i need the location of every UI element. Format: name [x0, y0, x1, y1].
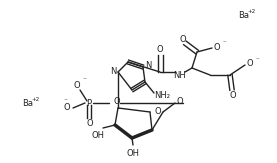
Text: +2: +2 — [247, 9, 255, 14]
Text: +2: +2 — [31, 97, 39, 102]
Text: Ba: Ba — [238, 10, 249, 20]
Text: P: P — [86, 98, 92, 108]
Text: O: O — [74, 81, 80, 89]
Text: Ba: Ba — [22, 98, 33, 108]
Text: ⁻: ⁻ — [63, 96, 67, 105]
Text: O: O — [157, 45, 163, 54]
Text: NH: NH — [173, 71, 185, 80]
Text: O: O — [230, 90, 236, 99]
Text: O: O — [64, 103, 70, 111]
Text: O: O — [247, 59, 253, 68]
Text: O: O — [214, 43, 220, 52]
Text: N: N — [110, 67, 116, 76]
Text: O: O — [180, 35, 186, 44]
Text: OH: OH — [91, 131, 104, 140]
Text: ⁻: ⁻ — [222, 40, 226, 46]
Text: O: O — [87, 119, 93, 127]
Text: NH₂: NH₂ — [154, 90, 170, 99]
Text: N: N — [145, 61, 151, 71]
Text: ⁻: ⁻ — [255, 57, 259, 63]
Text: O: O — [155, 108, 161, 117]
Text: O: O — [114, 97, 120, 106]
Text: OH: OH — [127, 148, 140, 157]
Text: ⁻: ⁻ — [82, 75, 86, 84]
Text: O: O — [177, 97, 183, 106]
